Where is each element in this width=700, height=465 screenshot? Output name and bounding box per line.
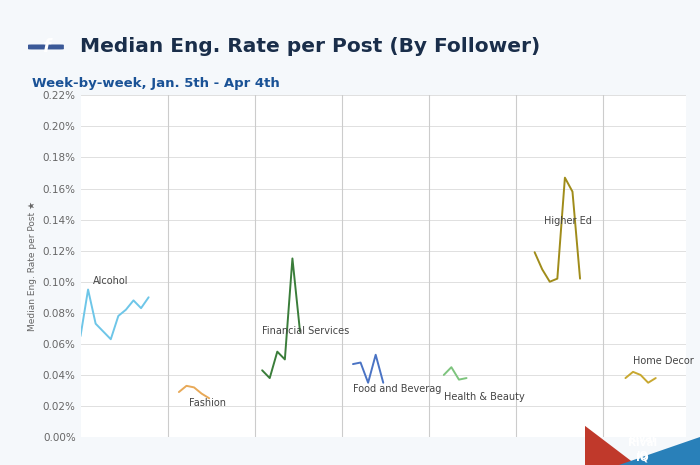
FancyBboxPatch shape [28, 45, 64, 49]
Text: Week-by-week, Jan. 5th - Apr 4th: Week-by-week, Jan. 5th - Apr 4th [32, 77, 279, 90]
Text: Food and Beverag: Food and Beverag [353, 385, 442, 394]
Polygon shape [619, 437, 700, 465]
Text: Home Decor: Home Decor [633, 356, 694, 366]
Text: Rival: Rival [629, 434, 656, 445]
Text: Median Eng. Rate per Post (By Follower): Median Eng. Rate per Post (By Follower) [80, 38, 540, 56]
Text: IQ: IQ [636, 452, 649, 462]
Text: Financial Services: Financial Services [262, 326, 349, 336]
Text: Health & Beauty: Health & Beauty [444, 392, 524, 402]
Text: Higher Ed: Higher Ed [544, 216, 592, 226]
Text: Rival: Rival [628, 438, 657, 448]
Text: Fashion: Fashion [189, 399, 225, 408]
Text: f: f [42, 38, 50, 56]
Y-axis label: Median Eng. Rate per Post ★: Median Eng. Rate per Post ★ [28, 201, 37, 331]
Text: Alcohol: Alcohol [92, 276, 128, 286]
Text: IQ: IQ [636, 450, 648, 460]
Polygon shape [584, 425, 636, 465]
